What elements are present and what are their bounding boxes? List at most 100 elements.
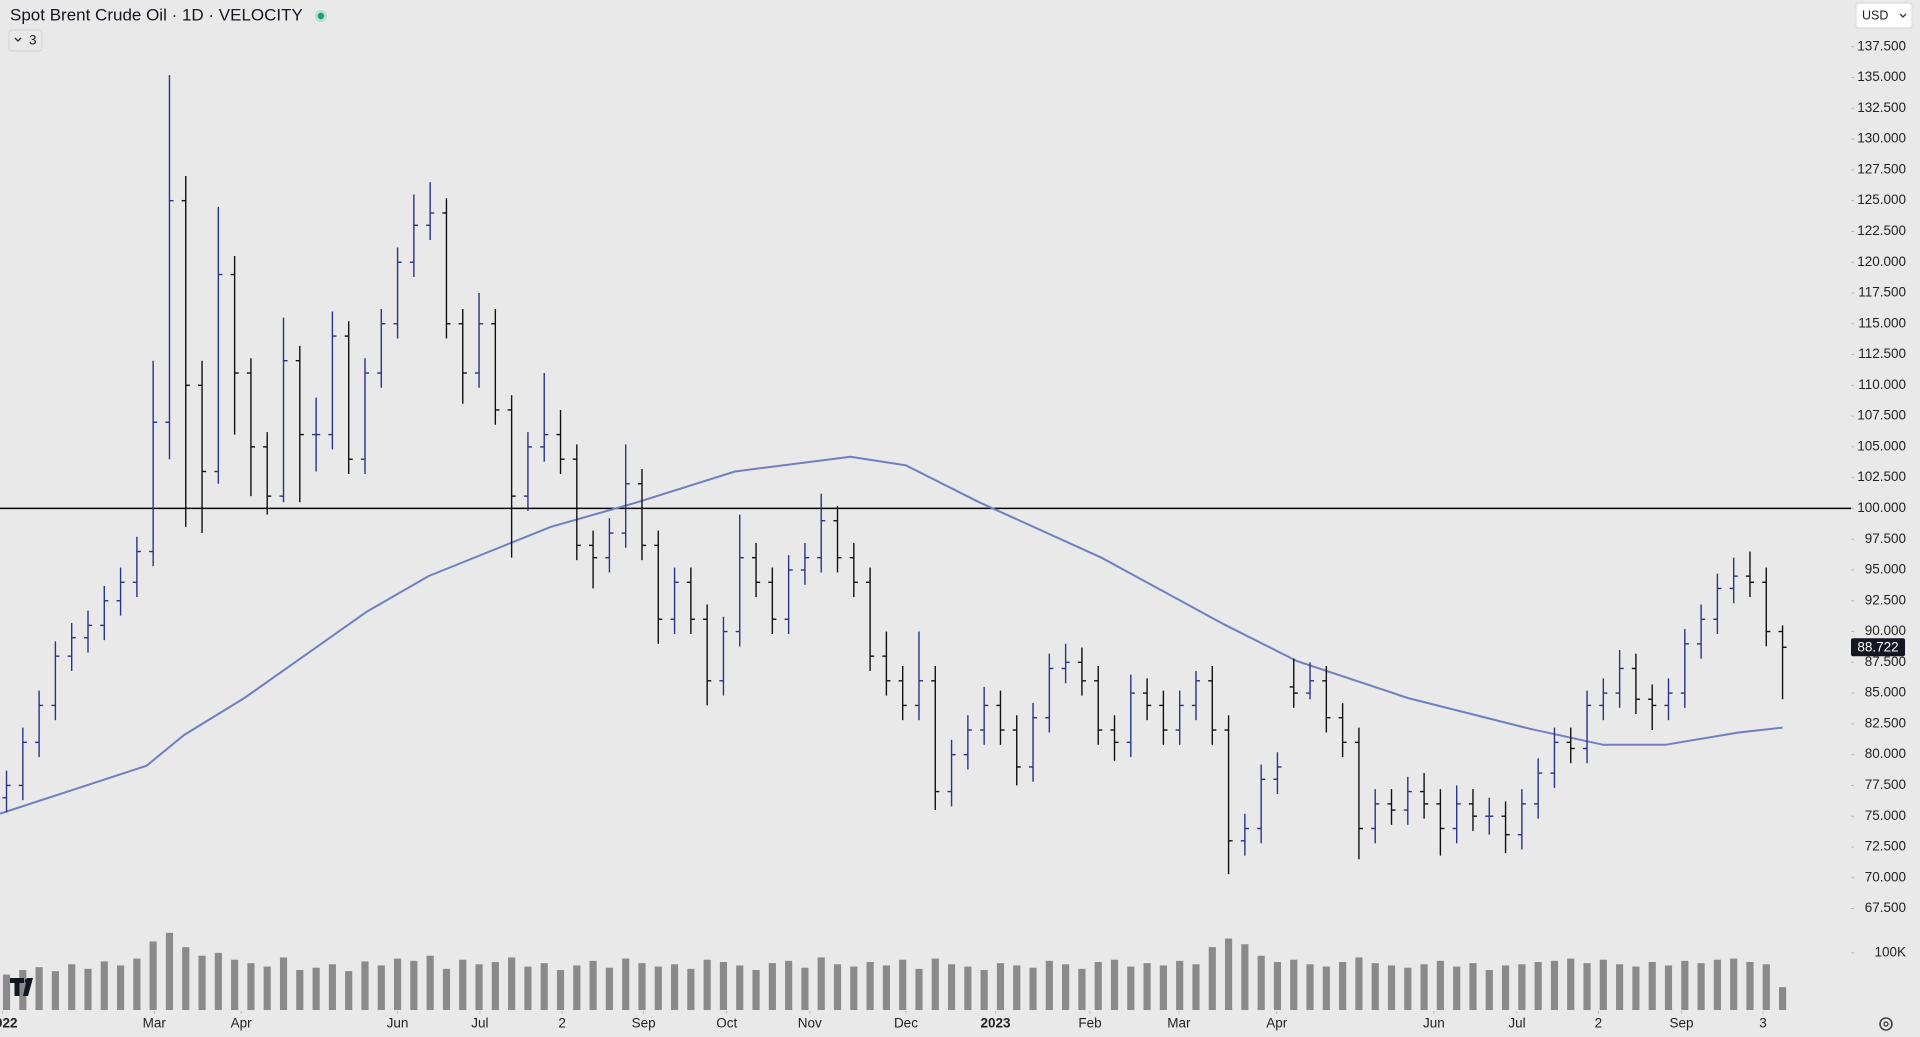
- y-tick-label: 112.500: [1858, 346, 1906, 361]
- y-tick-label: 87.500: [1865, 654, 1906, 669]
- volume-bar: [1273, 962, 1282, 1010]
- volume-bar: [1518, 964, 1526, 1010]
- volume-bar: [768, 963, 776, 1010]
- y-tick-label: 107.500: [1857, 408, 1906, 423]
- volume-bar: [866, 962, 874, 1010]
- volume-bar: [622, 958, 630, 1010]
- volume-bar: [687, 968, 695, 1010]
- chart-title: Spot Brent Crude Oil · 1D · VELOCITY: [10, 5, 303, 24]
- volume-bar: [247, 963, 255, 1010]
- volume-bar: [459, 959, 467, 1010]
- volume-bar: [1127, 966, 1135, 1010]
- volume-bar: [915, 968, 923, 1010]
- volume-bar: [1110, 959, 1119, 1010]
- plot-area: 67.500 70.000 72.500 75.000 77.500 80.000 82.5…: [0, 38, 1906, 1031]
- x-tick-label: Jul: [471, 1016, 488, 1031]
- volume-bar: [214, 952, 222, 1010]
- volume-bar: [1013, 965, 1021, 1010]
- volume-bar: [996, 963, 1005, 1010]
- volume-bar: [817, 957, 825, 1010]
- y-tick-label: 72.500: [1865, 839, 1906, 854]
- volume-bar: [605, 967, 613, 1010]
- volume-bar: [1420, 964, 1428, 1010]
- gear-icon[interactable]: [1879, 1017, 1893, 1031]
- x-tick-label: 2023: [981, 1016, 1012, 1031]
- y-tick-label: 67.500: [1865, 900, 1906, 915]
- volume-bar: [1436, 960, 1444, 1010]
- volume-bar: [752, 970, 760, 1010]
- volume-bar: [1485, 970, 1493, 1010]
- volume-bar: [68, 964, 76, 1010]
- y-tick-label: 117.500: [1858, 285, 1906, 300]
- volume-bar: [638, 963, 646, 1010]
- volume-bar: [670, 964, 679, 1010]
- indicator-toggle-box[interactable]: [8, 29, 43, 52]
- x-tick-label: Dec: [894, 1016, 918, 1031]
- volume-bar: [1045, 960, 1053, 1010]
- gear-center: [1883, 1021, 1889, 1027]
- volume-bar: [345, 971, 353, 1010]
- x-tick-label: Sep: [1670, 1016, 1694, 1031]
- volume-bar: [1713, 959, 1721, 1010]
- volume-bar: [1762, 964, 1770, 1010]
- volume-bar: [964, 966, 972, 1010]
- volume-bar: [475, 964, 483, 1010]
- volume-bar: [1322, 966, 1330, 1010]
- volume-bar: [116, 965, 125, 1010]
- volume-bar: [1550, 960, 1559, 1010]
- x-tick-label: Apr: [231, 1016, 253, 1031]
- chevron-icon: [1899, 13, 1907, 18]
- volume-bar: [1029, 967, 1037, 1010]
- currency-box[interactable]: [1855, 2, 1913, 29]
- x-tick-label: Sep: [632, 1016, 656, 1031]
- y-tick-label: 97.500: [1865, 531, 1906, 546]
- volume-bar: [1664, 965, 1673, 1010]
- volume-bar: [1404, 967, 1412, 1010]
- volume-bar: [1257, 955, 1265, 1010]
- volume-bar: [263, 966, 271, 1010]
- settings-button[interactable]: [1879, 1017, 1893, 1031]
- volume-bar: [1534, 962, 1542, 1010]
- volume-bar: [801, 967, 809, 1010]
- volume-bar: [1306, 964, 1314, 1010]
- volume-bar: [540, 963, 548, 1010]
- volume-bar: [1078, 968, 1086, 1010]
- volume-tick-label: 100K: [1874, 944, 1906, 959]
- volume-bar: [1697, 963, 1705, 1010]
- indicator-toggle[interactable]: 3: [8, 29, 43, 52]
- volume-bar: [524, 966, 532, 1010]
- volume-bar: [2, 974, 11, 1010]
- volume-bar: [1648, 962, 1656, 1010]
- volume-bar: [719, 962, 728, 1010]
- y-tick-label: 90.000: [1865, 623, 1906, 638]
- y-tick-label: 110.000: [1858, 377, 1906, 392]
- volume-bar: [1501, 965, 1510, 1010]
- volume-bar: [703, 959, 711, 1010]
- volume-bar: [328, 964, 336, 1010]
- volume-bar: [573, 965, 581, 1010]
- volume-bar: [785, 960, 793, 1010]
- logo: [10, 978, 33, 996]
- y-tick-label: 70.000: [1865, 869, 1906, 884]
- y-tick-label: 105.000: [1857, 438, 1906, 453]
- volume-bar: [1453, 966, 1461, 1010]
- volume-bar: [589, 960, 597, 1010]
- currency-dropdown[interactable]: USD: [1855, 2, 1913, 29]
- volume-bar: [1062, 964, 1070, 1010]
- y-tick-label: 115.000: [1858, 315, 1906, 330]
- volume-bar: [361, 961, 369, 1010]
- volume-bar: [1632, 966, 1640, 1010]
- volume-bar: [1159, 965, 1167, 1010]
- volume-bar: [426, 955, 434, 1010]
- volume-bar: [100, 961, 108, 1010]
- volume-bar: [51, 971, 59, 1010]
- x-tick-label: 2: [1595, 1016, 1603, 1031]
- volume-bar: [1143, 963, 1151, 1010]
- y-tick-label: 75.000: [1865, 808, 1906, 823]
- x-tick-label: 2022: [0, 1016, 17, 1031]
- y-tick-label: 92.500: [1865, 592, 1906, 607]
- volume-bar: [231, 959, 239, 1010]
- volume-bar: [442, 968, 451, 1010]
